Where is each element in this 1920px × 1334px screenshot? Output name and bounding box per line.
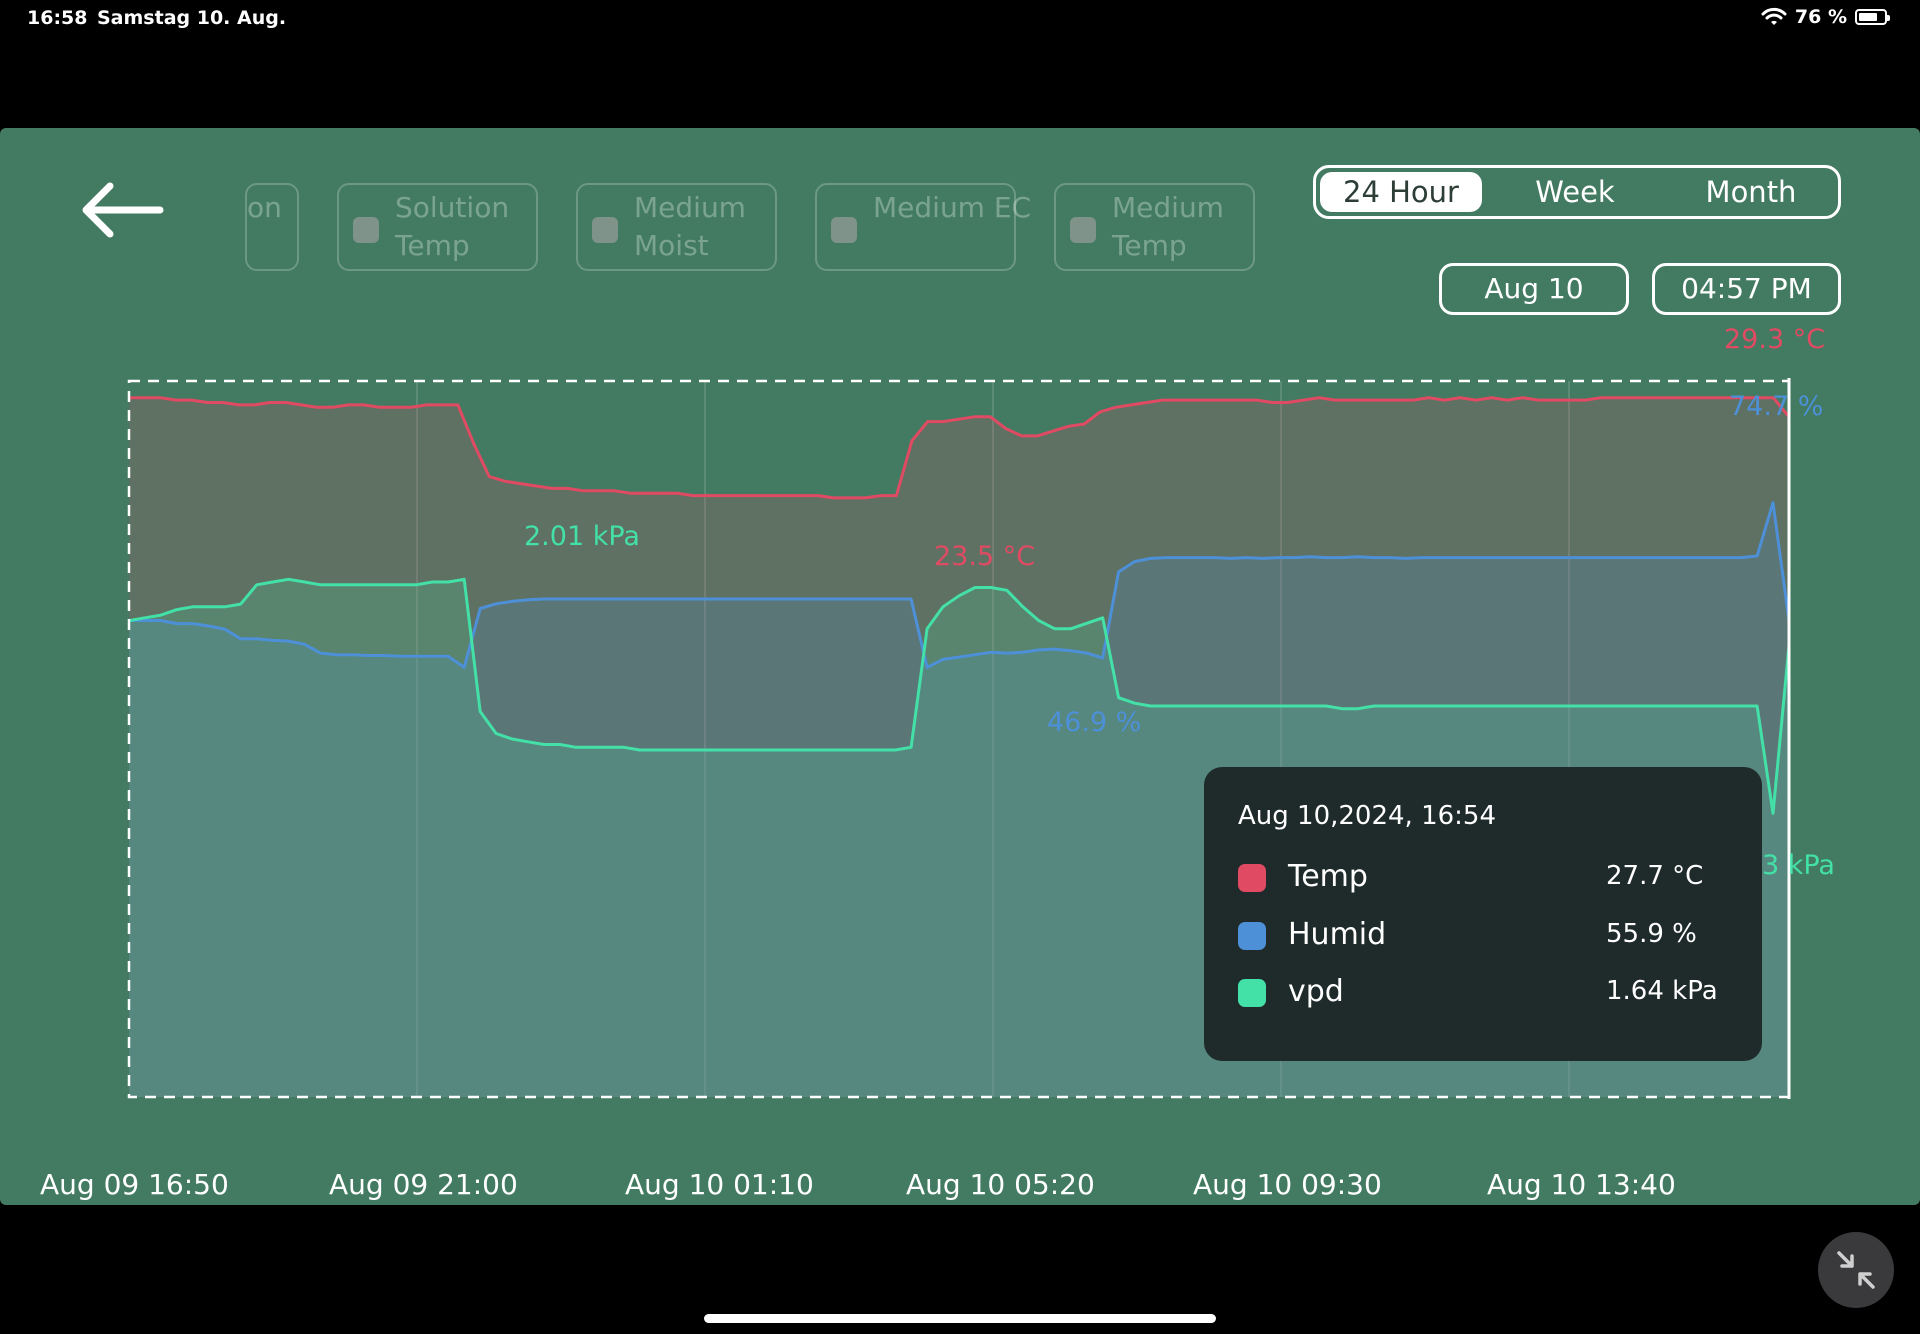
tooltip-row-vpd: vpd 1.64 kPa (1238, 974, 1728, 1010)
sensor-chip-label: on (247, 191, 282, 224)
temp-max-label: 29.3 °C (1724, 324, 1826, 355)
sensor-chip-solution-temp[interactable]: Solution Temp (337, 183, 538, 271)
tooltip-series-name: vpd (1288, 974, 1344, 1009)
tab-month[interactable]: Month (1705, 175, 1797, 209)
tab-week[interactable]: Week (1535, 175, 1615, 209)
minimize-button[interactable] (1818, 1232, 1894, 1308)
time-picker-button[interactable]: 04:57 PM (1652, 263, 1841, 315)
temp-color-swatch (1238, 864, 1266, 892)
battery-percent: 76 % (1794, 6, 1847, 28)
status-right: 76 % (1761, 6, 1890, 28)
status-bar: 16:58 Samstag 10. Aug. 76 % (0, 0, 1920, 40)
x-tick-label: Aug 10 01:10 (625, 1168, 814, 1201)
sensor-chip-medium-temp[interactable]: Medium Temp (1054, 183, 1255, 271)
tab-24-hour[interactable]: 24 Hour (1320, 172, 1482, 212)
vpd-series-line (128, 577, 1791, 815)
humid-series-line (129, 501, 1791, 669)
tooltip-row-humid: Humid 55.9 % (1238, 917, 1728, 953)
sensor-chip-label: Medium EC (873, 191, 1032, 224)
temp-min-label: 23.5 °C (934, 541, 1036, 572)
x-tick-label: Aug 09 21:00 (329, 1168, 518, 1201)
vpd-color-swatch (1238, 979, 1266, 1007)
tooltip-timestamp: Aug 10,2024, 16:54 (1238, 801, 1497, 831)
sensor-chip-medium-ec[interactable]: Medium EC (815, 183, 1031, 271)
tooltip-row-temp: Temp 27.7 °C (1238, 859, 1728, 895)
battery-icon (1855, 9, 1890, 25)
vpd-max-label: 2.01 kPa (524, 521, 640, 552)
x-tick-label: Aug 10 09:30 (1193, 1168, 1382, 1201)
sensor-chip-medium-moist[interactable]: Medium Moist (576, 183, 777, 271)
humid-max-label: 74.7 % (1729, 391, 1824, 422)
wifi-icon (1761, 7, 1787, 25)
battery-level (1859, 13, 1877, 21)
x-tick-label: Aug 10 05:20 (906, 1168, 1095, 1201)
status-time: 16:58 (27, 7, 88, 29)
chip-checkbox[interactable] (831, 217, 857, 243)
status-date: Samstag 10. Aug. (97, 7, 287, 29)
tooltip-series-name: Temp (1288, 859, 1368, 894)
chip-checkbox[interactable] (592, 217, 618, 243)
x-tick-label: Aug 10 13:40 (1487, 1168, 1676, 1201)
sensor-chip-label: Medium Moist (634, 191, 746, 262)
tooltip-series-name: Humid (1288, 917, 1387, 952)
back-arrow-icon[interactable] (80, 180, 164, 240)
chart-lines (128, 396, 1791, 815)
x-tick-label: Aug 09 16:50 (40, 1168, 229, 1201)
sensor-chip-label: Medium Temp (1112, 191, 1224, 262)
temp-series-line (129, 396, 1791, 500)
tooltip-series-value: 55.9 % (1606, 919, 1697, 949)
tooltip-series-value: 1.64 kPa (1606, 976, 1718, 1006)
tooltip-series-value: 27.7 °C (1606, 861, 1704, 891)
sensor-chip-partial[interactable]: on (245, 183, 299, 271)
time-range-segmented-control: 24 Hour Week Month (1313, 165, 1841, 219)
humid-color-swatch (1238, 922, 1266, 950)
chip-checkbox[interactable] (353, 217, 379, 243)
home-indicator (704, 1314, 1216, 1323)
chip-checkbox[interactable] (1070, 217, 1096, 243)
sensor-chip-label: Solution Temp (395, 191, 510, 262)
humid-min-label: 46.9 % (1047, 707, 1142, 738)
date-picker-button[interactable]: Aug 10 (1439, 263, 1629, 315)
collapse-arrows-icon (1837, 1251, 1875, 1289)
chart-tooltip: Aug 10,2024, 16:54 Temp 27.7 °C Humid 55… (1204, 767, 1762, 1061)
